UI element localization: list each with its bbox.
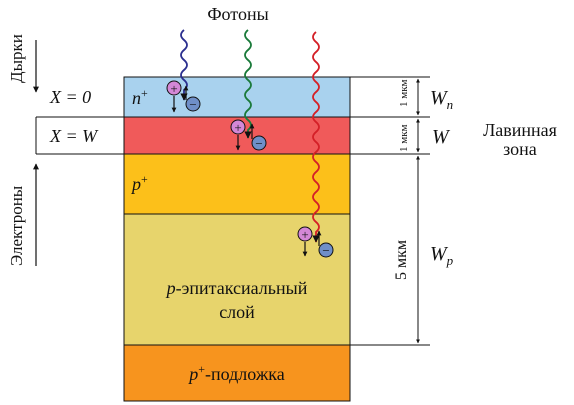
p-epi-label-line1: p-эпитаксиальный xyxy=(165,278,308,298)
wn-thickness-label: 1 мкм xyxy=(398,79,410,107)
pair-p-epi: + − xyxy=(297,226,334,258)
hole-symbol: + xyxy=(301,227,308,242)
electrons-label: Электроны xyxy=(7,185,26,266)
electron-symbol: − xyxy=(189,97,196,112)
zone-label-line2: зона xyxy=(503,139,537,159)
x-zero-label: X = 0 xyxy=(49,87,91,107)
wp-thickness-label: 5 мкм xyxy=(393,240,410,280)
electron-charge xyxy=(251,135,267,151)
w-thickness-label: 1 мкм xyxy=(398,124,410,152)
electron-charge xyxy=(185,96,201,112)
photons-title: Фотоны xyxy=(207,4,268,24)
photon-green xyxy=(244,29,252,139)
pair-avalanche: + − xyxy=(230,119,267,151)
holes-label: Дырки xyxy=(7,34,26,83)
layer-p-plus xyxy=(123,153,351,215)
electron-symbol: − xyxy=(255,136,262,151)
photon-red xyxy=(312,31,320,243)
hole-symbol: + xyxy=(234,120,241,135)
substrate-label: p+-подложка xyxy=(187,362,284,384)
zone-label-line1: Лавинная xyxy=(483,120,557,140)
hole-symbol: + xyxy=(170,81,177,96)
hole-charge xyxy=(230,119,246,135)
layer-substrate xyxy=(123,344,351,402)
wn-label: Wn xyxy=(430,87,453,112)
n-plus-label: n+ xyxy=(132,86,148,108)
hole-charge xyxy=(297,226,313,242)
hole-charge xyxy=(166,80,182,96)
layer-p-epi xyxy=(123,213,351,346)
wp-label: Wp xyxy=(430,243,454,268)
w-label: W xyxy=(432,126,451,148)
photon-blue xyxy=(180,29,188,101)
pair-n-plus: + − xyxy=(166,80,201,113)
p-epi-label-line2: слой xyxy=(219,302,255,322)
p-plus-label: p+ xyxy=(130,172,148,194)
x-w-label: X = W xyxy=(49,126,99,146)
electron-charge xyxy=(318,242,334,258)
electron-symbol: − xyxy=(322,243,329,258)
